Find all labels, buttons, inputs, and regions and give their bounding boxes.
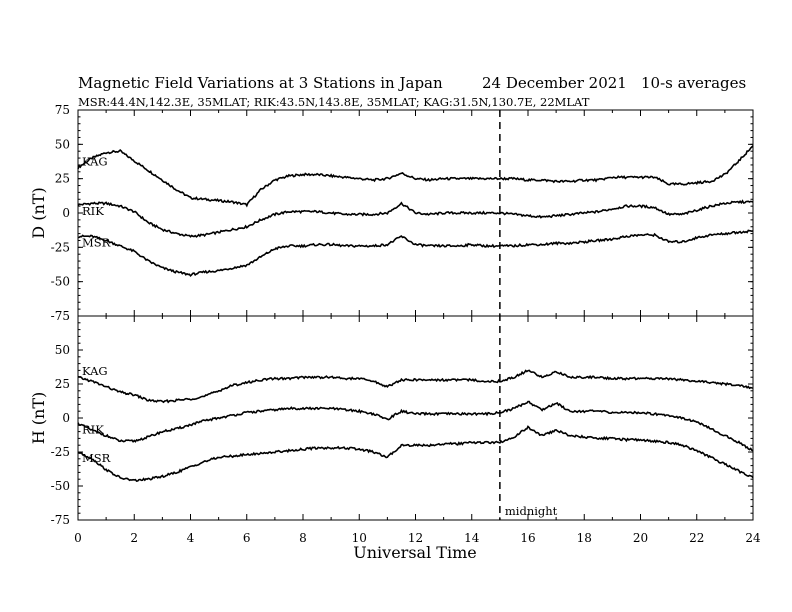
ytick-label: 0 [62,411,70,425]
xtick-label: 6 [243,531,251,545]
ytick-label: 25 [55,172,70,186]
ytick-label: -25 [51,240,70,254]
xtick-label: 24 [745,531,761,545]
panel-h-ylabel: H (nT) [29,392,48,445]
xtick-label: 0 [74,531,82,545]
ytick-label: -75 [51,513,70,527]
xtick-label: 14 [464,531,480,545]
xtick-label: 4 [187,531,195,545]
xtick-label: 12 [408,531,423,545]
series-label-msr: MSR [82,451,111,465]
series-layer: KAG RIK MSR KAG RIK MSR [77,145,754,482]
ytick-label: 25 [55,377,70,391]
series-label-rik: RIK [82,422,104,436]
ytick-label: 0 [62,206,70,220]
chart-averaging: 10-s averages [641,74,746,92]
ytick-label: -50 [51,275,70,289]
series-line-kag-d [77,145,754,208]
midnight-label: midnight [505,504,558,518]
ytick-label: -50 [51,479,70,493]
ytick-label: -25 [51,445,70,459]
chart-title: Magnetic Field Variations at 3 Stations … [78,74,443,92]
chart-date: 24 December 2021 [482,74,627,92]
ytick-label: 50 [55,137,70,151]
xtick-label: 2 [130,531,138,545]
series-label-msr: MSR [82,235,111,249]
series-label-rik: RIK [82,204,104,218]
ytick-label: -75 [51,309,70,323]
xtick-label: 16 [520,531,535,545]
series-line-rik-d [77,199,754,238]
xtick-label: 8 [299,531,307,545]
xtick-label: 22 [689,531,704,545]
series-line-msr-h [77,425,754,482]
xtick-label: 20 [633,531,648,545]
ytick-label: 50 [55,343,70,357]
series-line-msr-d [77,229,754,277]
xtick-label: 10 [352,531,367,545]
series-line-kag-h [77,369,754,404]
panel-d-ylabel: D (nT) [29,187,48,238]
series-label-kag: KAG [82,364,108,378]
series-label-kag: KAG [82,155,108,169]
ytick-label: 75 [55,103,70,117]
x-axis-label: Universal Time [353,543,476,562]
panel-h-frame [77,315,754,521]
series-line-rik-h [77,400,754,452]
xtick-label: 18 [577,531,592,545]
stations-info: MSR:44.4N,142.3E, 35MLAT; RIK:43.5N,143.… [78,95,590,109]
